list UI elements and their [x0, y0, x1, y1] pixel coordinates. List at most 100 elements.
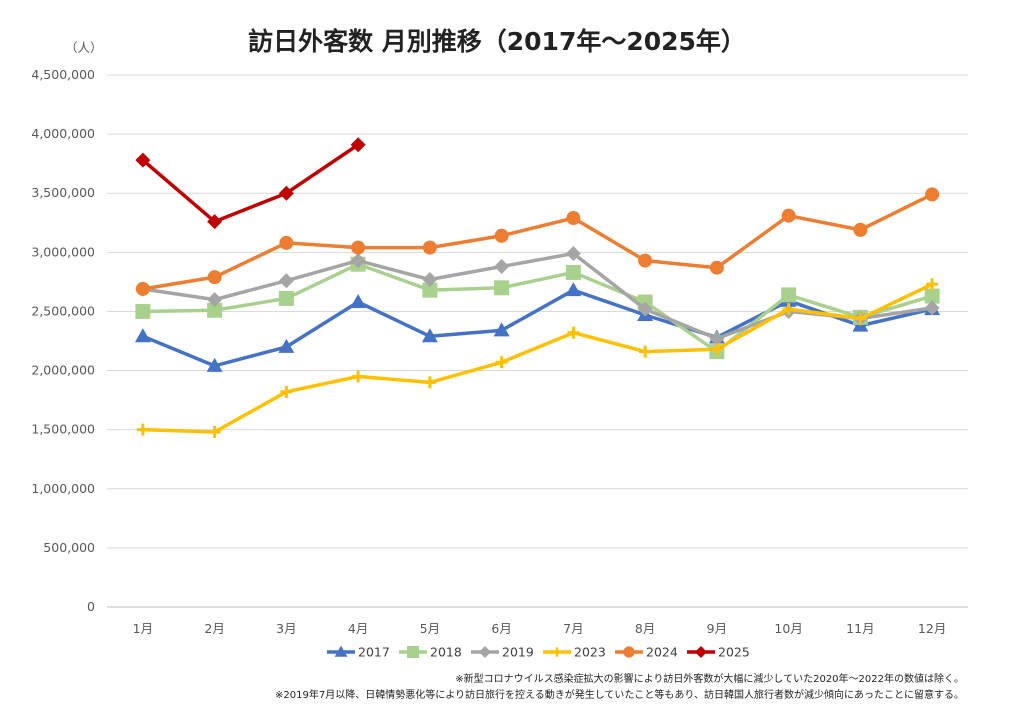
series-line	[141, 262, 934, 354]
legend-label: 2019	[502, 645, 534, 660]
legend-label: 2023	[574, 645, 606, 660]
data-point	[135, 152, 151, 168]
data-point	[207, 292, 223, 308]
y-tick-label: 4,500,000	[31, 67, 95, 82]
data-point	[853, 222, 868, 237]
series-2024	[135, 187, 940, 296]
series-2018	[135, 256, 940, 360]
data-point	[350, 293, 367, 308]
series-line	[141, 192, 934, 291]
x-tick-label: 3月	[276, 621, 296, 636]
data-point	[423, 376, 436, 389]
legend-item-2025: 2025	[687, 645, 750, 660]
x-tick-label: 8月	[635, 621, 655, 636]
data-point	[565, 264, 581, 280]
data-point	[565, 246, 581, 262]
y-tick-label: 500,000	[43, 540, 95, 555]
series-2019	[135, 246, 940, 347]
data-point	[280, 385, 293, 398]
legend-label: 2025	[718, 645, 750, 660]
data-point	[135, 281, 150, 296]
series-line	[141, 288, 934, 368]
y-tick-label: 4,000,000	[31, 126, 95, 141]
legend-item-2023: 2023	[543, 645, 606, 660]
gridlines	[107, 74, 968, 608]
y-tick-label: 2,000,000	[31, 363, 95, 378]
y-tick-label: 2,500,000	[31, 303, 95, 318]
footnote-covid: ※新型コロナウイルス感染症拡大の影響により訪日外客数が大幅に減少していた2020…	[455, 674, 964, 685]
data-point	[637, 301, 653, 317]
data-point	[134, 328, 151, 343]
x-tick-label: 2月	[204, 621, 224, 636]
legend-item-2017: 2017	[327, 645, 390, 660]
legend-marker	[334, 645, 348, 657]
legend: 2017 2018 2019 2023 2024 2025	[327, 645, 750, 660]
y-axis-ticks: 0 500,000 1,000,000 1,500,000 2,000,000 2,500…	[31, 67, 95, 614]
data-point	[207, 302, 223, 318]
data-point	[207, 270, 222, 285]
series-2017	[134, 282, 941, 372]
data-point	[638, 253, 653, 268]
legend-marker	[552, 647, 562, 657]
data-point	[924, 288, 940, 304]
legend-marker	[623, 646, 635, 658]
chart-title: 訪日外客数 月別推移（2017年～2025年）	[248, 27, 746, 56]
data-point	[494, 228, 509, 243]
legend-item-2019: 2019	[471, 645, 534, 660]
data-point	[421, 328, 438, 343]
data-point	[422, 240, 437, 255]
x-tick-label: 9月	[707, 621, 727, 636]
y-tick-label: 3,000,000	[31, 244, 95, 259]
x-tick-label: 4月	[348, 621, 368, 636]
data-point	[494, 259, 510, 275]
series-2023	[136, 278, 939, 439]
data-point	[566, 211, 581, 226]
data-point	[709, 260, 724, 275]
y-tick-label: 1,000,000	[31, 481, 95, 496]
data-point	[781, 287, 797, 303]
data-point	[926, 278, 939, 291]
data-point	[278, 290, 294, 306]
legend-item-2024: 2024	[615, 645, 678, 660]
x-tick-label: 10月	[774, 621, 802, 636]
y-axis-unit-label: （人）	[65, 40, 103, 55]
y-tick-label: 1,500,000	[31, 422, 95, 437]
y-tick-label: 3,500,000	[31, 185, 95, 200]
data-point	[422, 272, 438, 288]
x-tick-label: 1月	[133, 621, 153, 636]
series-line	[141, 282, 934, 434]
legend-marker	[479, 646, 491, 658]
data-point	[208, 426, 221, 439]
x-tick-label: 6月	[491, 621, 511, 636]
x-tick-label: 12月	[918, 621, 946, 636]
data-point	[924, 300, 940, 316]
footnote-korea: ※2019年7月以降、日韓情勢悪化等により訪日旅行を控える動きが発生していたこと…	[275, 690, 964, 701]
data-point	[206, 357, 223, 372]
data-point	[136, 423, 149, 436]
x-axis-ticks: 1月 2月 3月 4月 5月 6月 7月 8月 9月 10月 11月 12月	[133, 621, 947, 636]
series-line	[141, 143, 360, 224]
data-point	[781, 208, 796, 223]
data-point	[782, 303, 795, 316]
data-point	[135, 303, 151, 319]
legend-marker	[695, 646, 707, 658]
data-point	[350, 137, 366, 153]
y-tick-label: 0	[87, 599, 95, 614]
series-lines	[134, 137, 941, 439]
data-point	[494, 280, 510, 296]
data-point	[854, 312, 867, 325]
x-tick-label: 11月	[846, 621, 874, 636]
legend-label: 2018	[430, 645, 462, 660]
data-point	[350, 253, 366, 269]
data-point	[495, 356, 508, 369]
data-point	[422, 282, 438, 298]
data-point	[639, 345, 652, 358]
data-point	[351, 240, 366, 255]
data-point	[278, 185, 294, 201]
data-point	[709, 331, 725, 347]
data-point	[207, 214, 223, 230]
data-point	[279, 235, 294, 250]
series-2025	[135, 137, 366, 230]
data-point	[493, 322, 510, 337]
x-tick-label: 7月	[563, 621, 583, 636]
